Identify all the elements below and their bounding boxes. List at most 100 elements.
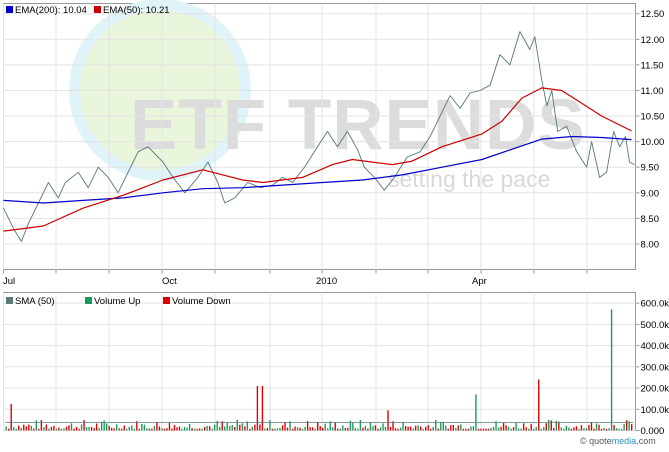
volume-bar (325, 424, 326, 431)
volume-panel-frame (4, 293, 636, 431)
volume-bar (234, 427, 235, 431)
volume-bar (430, 429, 431, 431)
volume-bar (302, 429, 303, 431)
volume-bar (279, 428, 280, 431)
credit-suffix: .com (636, 436, 656, 446)
volume-bar (327, 428, 328, 430)
volume-bar (166, 428, 167, 430)
volume-bar (11, 404, 12, 431)
volume-bar (227, 423, 228, 431)
volume-bar (101, 422, 102, 431)
volume-bar (520, 429, 521, 431)
volume-bar (613, 425, 614, 430)
volume-bar (435, 420, 436, 431)
volume-bar (382, 423, 383, 430)
volume-bar (184, 427, 185, 431)
volume-bar (332, 427, 333, 430)
legend-label-volume-up: Volume Up (94, 296, 140, 307)
volume-bar (58, 428, 59, 431)
volume-bar (151, 429, 152, 431)
watermark-logo-text: ETF TRENDS (130, 86, 586, 165)
price-y-tick-label: 10.50 (641, 112, 665, 123)
watermark-tagline: setting the pace (388, 166, 550, 192)
volume-bar (48, 429, 49, 431)
volume-bar (410, 427, 411, 431)
volume-bar (119, 428, 120, 430)
volume-bar (53, 426, 54, 431)
volume-bar (93, 428, 94, 430)
volume-bar (360, 420, 361, 431)
volume-bar (420, 427, 421, 431)
volume-bar (249, 429, 250, 431)
volume-bar (591, 422, 592, 430)
volume-bar (26, 426, 27, 430)
volume-bar (287, 428, 288, 431)
price-y-tick-label: 11.00 (641, 86, 664, 97)
volume-bar (196, 429, 197, 431)
volume-bar (239, 425, 240, 431)
volume-bar (299, 428, 300, 431)
volume-bar (362, 428, 363, 431)
volume-bar (541, 429, 542, 431)
volume-bar (61, 429, 62, 431)
volume-bar (134, 429, 135, 431)
volume-bar (355, 428, 356, 430)
volume-bar (571, 429, 572, 431)
volume-bar (237, 420, 238, 431)
volume-bar (370, 422, 371, 430)
volume-y-tick-labels: 0.000100.0k200.0k300.0k400.0k500.0k600.0… (641, 299, 669, 437)
volume-bar (460, 424, 461, 430)
legend-label-sma: SMA (50) (15, 296, 55, 307)
volume-bar (626, 420, 627, 430)
price-y-tick-label: 8.50 (641, 214, 660, 225)
volume-bar (169, 423, 170, 431)
volume-bar (31, 426, 32, 431)
volume-bar (357, 429, 358, 431)
volume-bar (267, 428, 268, 431)
volume-bar (485, 429, 486, 431)
volume-bar (194, 429, 195, 431)
x-tick-label: Oct (162, 276, 177, 287)
volume-y-tick-label: 500.0k (641, 320, 669, 331)
volume-bar (390, 427, 391, 431)
volume-bar (146, 428, 147, 430)
volume-bar (531, 424, 532, 431)
volume-bar (21, 428, 22, 430)
volume-bar (500, 427, 501, 431)
volume-bar (583, 428, 584, 430)
credit-prefix: © (580, 436, 589, 446)
volume-bar (543, 427, 544, 430)
volume-bar (322, 428, 323, 431)
volume-bar (523, 423, 524, 430)
volume-bar (131, 426, 132, 431)
volume-bar (124, 426, 125, 431)
volume-bar (586, 428, 587, 430)
volume-bar (71, 423, 72, 430)
volume-bar (106, 423, 107, 430)
volume-bar (458, 425, 459, 430)
legend-label-volume-down: Volume Down (172, 296, 231, 307)
volume-bar (621, 429, 622, 431)
volume-bar (465, 429, 466, 431)
volume-bar (455, 428, 456, 431)
volume-bar (297, 427, 298, 430)
x-tick-label: Apr (472, 276, 487, 287)
volume-bar (36, 420, 37, 430)
volume-bar (618, 429, 619, 431)
volume-bar (573, 427, 574, 430)
x-tick-label: 2010 (316, 276, 337, 287)
volume-bar (493, 427, 494, 431)
legend-swatch-sma (6, 297, 13, 304)
volume-bar (563, 429, 564, 431)
volume-bar (603, 428, 604, 431)
volume-bar (91, 427, 92, 431)
volume-bar (257, 386, 258, 431)
volume-bar (503, 423, 504, 431)
volume-bar (259, 424, 260, 430)
volume-bar (73, 429, 74, 431)
volume-bar (546, 423, 547, 430)
volume-bar (252, 427, 253, 431)
volume-bar (46, 424, 47, 430)
volume-bar (397, 429, 398, 431)
legend-swatch-volume-up (85, 297, 92, 304)
